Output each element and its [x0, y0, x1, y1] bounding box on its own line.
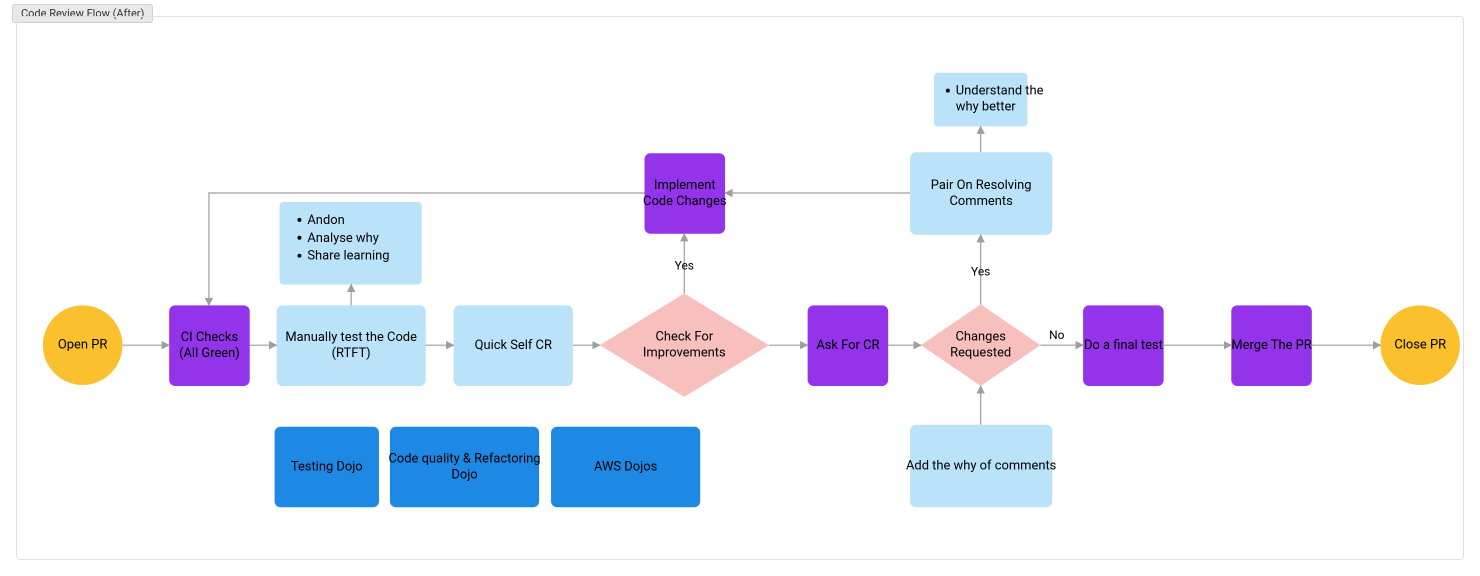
svg-text:Merge The PR: Merge The PR: [1231, 338, 1311, 353]
flowchart-svg: Open PR CI Checks(All Green) Manually test…: [17, 17, 1463, 559]
node-final_test: Do a final test: [1083, 305, 1164, 386]
node-pair_resolve: Pair On ResolvingComments: [910, 152, 1052, 235]
svg-text:Do a final test: Do a final test: [1084, 338, 1163, 353]
svg-text:Changes: Changes: [955, 330, 1006, 345]
node-quick_self_cr: Quick Self CR: [454, 305, 573, 386]
node-manual_test: Manually test the Code(RTFT): [277, 305, 426, 386]
svg-text:Share learning: Share learning: [307, 249, 389, 264]
svg-text:Code Changes: Code Changes: [643, 194, 727, 209]
svg-text:Testing Dojo: Testing Dojo: [291, 459, 363, 474]
edge-label: Yes: [971, 265, 990, 279]
node-merge_pr: Merge The PR: [1231, 305, 1312, 386]
node-testing_dojo: Testing Dojo: [275, 427, 379, 508]
node-refactor_dojo: Code quality & RefactoringDojo: [389, 427, 541, 508]
svg-text:Understand the: Understand the: [956, 84, 1044, 99]
svg-text:Analyse why: Analyse why: [307, 231, 378, 246]
svg-text:Manually test the Code: Manually test the Code: [285, 330, 417, 345]
svg-text:Improvements: Improvements: [643, 346, 726, 361]
svg-text:Open PR: Open PR: [58, 338, 107, 353]
svg-text:Pair On Resolving: Pair On Resolving: [931, 178, 1032, 193]
svg-text:Code quality & Refactoring: Code quality & Refactoring: [389, 451, 541, 466]
svg-text:AWS Dojos: AWS Dojos: [594, 459, 658, 474]
svg-text:Requested: Requested: [950, 346, 1011, 361]
svg-text:Dojo: Dojo: [451, 467, 477, 482]
svg-text:(All Green): (All Green): [179, 346, 240, 361]
svg-text:Andon: Andon: [307, 213, 344, 228]
svg-text:why better: why better: [956, 99, 1016, 114]
edge-label: Yes: [675, 259, 694, 273]
svg-text:Close PR: Close PR: [1394, 338, 1446, 353]
node-changes_req: ChangesRequested: [921, 304, 1040, 386]
edge: [209, 193, 645, 305]
node-andon_note: Andon Analyse why Share learning: [280, 202, 422, 285]
svg-text:Implement: Implement: [654, 178, 716, 193]
node-understand: Understand thewhy better: [934, 73, 1044, 127]
svg-text:(RTFT): (RTFT): [332, 346, 371, 361]
svg-text:Add the why of comments: Add the why of comments: [906, 458, 1057, 473]
svg-text:Comments: Comments: [950, 194, 1014, 209]
svg-text:CI Checks: CI Checks: [181, 330, 239, 345]
node-open_pr: Open PR: [43, 305, 123, 385]
node-implement: ImplementCode Changes: [643, 153, 727, 234]
node-close_pr: Close PR: [1380, 305, 1460, 385]
node-aws_dojo: AWS Dojos: [551, 427, 700, 508]
edge-label: No: [1049, 328, 1065, 342]
node-ci_checks: CI Checks(All Green): [169, 305, 250, 386]
diagram-canvas: Open PR CI Checks(All Green) Manually test…: [16, 16, 1464, 560]
svg-text:Ask For CR: Ask For CR: [816, 338, 879, 353]
node-add_why: Add the why of comments: [906, 425, 1057, 508]
node-ask_for_cr: Ask For CR: [808, 305, 889, 386]
node-check_improve: Check ForImprovements: [600, 293, 769, 396]
svg-text:Quick Self CR: Quick Self CR: [475, 338, 552, 353]
svg-text:Check For: Check For: [656, 330, 714, 345]
